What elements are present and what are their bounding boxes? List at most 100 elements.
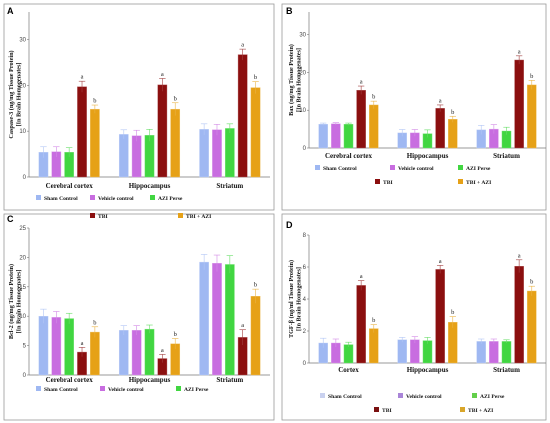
legend-swatch bbox=[90, 213, 95, 218]
bar bbox=[212, 129, 222, 178]
legend-label: TBI + AZI bbox=[186, 214, 211, 220]
bar bbox=[64, 318, 74, 376]
y-tick-label: 0 bbox=[303, 146, 307, 152]
panel-label: D bbox=[286, 220, 293, 230]
significance-label: a bbox=[360, 79, 363, 86]
significance-label: b bbox=[93, 319, 96, 326]
panel-frame bbox=[281, 213, 547, 421]
significance-label: a bbox=[518, 48, 521, 55]
y-tick-label: 30 bbox=[299, 33, 306, 39]
bar bbox=[343, 344, 354, 364]
bar bbox=[514, 59, 524, 149]
bar bbox=[318, 123, 328, 149]
y-axis-label: Caspase-3 (ng/mg Tissue Protein)[In Brai… bbox=[8, 50, 23, 138]
panel-label: C bbox=[7, 214, 14, 224]
significance-label: b bbox=[530, 73, 533, 80]
legend-swatch bbox=[460, 407, 465, 412]
bar bbox=[212, 263, 222, 376]
panel-a: A 0 10 20 30 Caspase-3 (ng/mg Tissue Protein)… bbox=[3, 3, 275, 211]
bar bbox=[144, 328, 155, 376]
significance-label: a bbox=[81, 340, 84, 347]
y-tick-label: 10 bbox=[19, 129, 26, 135]
legend-swatch bbox=[150, 195, 155, 200]
legend-label: TBI + AZI bbox=[466, 180, 491, 186]
panel-b: B 0 10 20 30 Bax (ng/mg Tissue Protein)[In Br… bbox=[281, 3, 547, 211]
significance-label: a bbox=[161, 71, 164, 78]
bar bbox=[90, 108, 100, 178]
category-label: Striatum bbox=[493, 152, 520, 160]
category-label: Hippocampus bbox=[129, 376, 171, 384]
legend-label: Sham Control bbox=[44, 387, 78, 393]
legend-swatch bbox=[398, 393, 403, 398]
bar bbox=[170, 108, 181, 178]
bar bbox=[157, 84, 168, 178]
legend-label: AZI Perse bbox=[480, 394, 505, 400]
legend-swatch bbox=[36, 386, 41, 391]
bar bbox=[410, 339, 420, 364]
bar bbox=[448, 322, 458, 364]
legend-label: TBI bbox=[382, 408, 392, 414]
bar bbox=[476, 341, 486, 364]
legend-swatch bbox=[320, 393, 325, 398]
legend-label: Vehicle control bbox=[406, 394, 442, 400]
panel-c: C 0 5 10 15 20 25 Bcl-2 (ng/mg Tissue Protein)[… bbox=[3, 213, 275, 421]
significance-label: a bbox=[81, 74, 84, 81]
legend-swatch bbox=[458, 165, 463, 170]
y-tick-label: 20 bbox=[299, 70, 306, 76]
panel-label: B bbox=[286, 6, 293, 16]
y-tick-label: 5 bbox=[23, 344, 27, 350]
bar bbox=[225, 264, 235, 376]
y-axis-label: Bcl-2 (ng/mg Tissue Protein)[In Brain Ho… bbox=[8, 264, 23, 339]
bar bbox=[118, 134, 129, 178]
legend-label: Sham Control bbox=[328, 394, 362, 400]
bar bbox=[51, 317, 62, 376]
bar bbox=[448, 119, 458, 149]
bar bbox=[144, 135, 155, 178]
y-tick-label: 2 bbox=[303, 329, 307, 335]
legend-swatch bbox=[315, 165, 320, 170]
significance-label: a bbox=[241, 322, 244, 329]
y-tick-label: 8 bbox=[303, 233, 307, 239]
significance-label: a bbox=[518, 252, 521, 259]
panel-frame bbox=[3, 213, 275, 421]
bar bbox=[38, 316, 49, 376]
y-axis-label-line: [In Brain Homogenates] bbox=[16, 63, 23, 127]
legend-label: Vehicle control bbox=[98, 196, 134, 202]
y-axis-label: Bax (ng/mg Tissue Protein)[In Brain Homo… bbox=[288, 44, 303, 116]
significance-label: a bbox=[161, 347, 164, 354]
significance-label: b bbox=[174, 95, 177, 102]
bar bbox=[90, 331, 100, 376]
significance-label: b bbox=[93, 98, 96, 105]
legend-swatch bbox=[472, 393, 477, 398]
bar bbox=[343, 123, 354, 149]
y-tick-label: 0 bbox=[23, 175, 27, 181]
legend-swatch bbox=[100, 386, 105, 391]
bar bbox=[435, 108, 445, 149]
legend-swatch bbox=[90, 195, 95, 200]
bar bbox=[422, 340, 433, 364]
y-axis-label-line: Bcl-2 (ng/mg Tissue Protein) bbox=[8, 264, 15, 339]
bar bbox=[369, 104, 379, 149]
significance-label: b bbox=[451, 109, 454, 116]
legend-swatch bbox=[178, 213, 183, 218]
significance-label: b bbox=[254, 282, 257, 289]
category-label: Striatum bbox=[216, 376, 243, 384]
legend-label: Vehicle control bbox=[398, 166, 434, 172]
panel-label: A bbox=[7, 6, 14, 16]
bar bbox=[435, 269, 445, 364]
y-axis-label-line: [In Brain Homogenates] bbox=[296, 267, 303, 331]
bar bbox=[131, 135, 142, 178]
y-axis-label-line: Bax (ng/mg Tissue Protein) bbox=[288, 44, 295, 116]
bar bbox=[369, 328, 379, 364]
legend-swatch bbox=[176, 386, 181, 391]
legend-swatch bbox=[36, 195, 41, 200]
bar bbox=[199, 261, 209, 376]
category-label: Hippocampus bbox=[407, 366, 449, 374]
legend-label: TBI + AZI bbox=[468, 408, 493, 414]
bar bbox=[489, 341, 499, 364]
y-axis-label-line: [In Brain Homogenates] bbox=[16, 270, 23, 334]
y-axis-label-line: TGF-β (ng/ml Tissue Protein) bbox=[288, 260, 295, 338]
category-label: Cerebral cortex bbox=[46, 182, 94, 190]
legend-label: Sham Control bbox=[44, 196, 78, 202]
